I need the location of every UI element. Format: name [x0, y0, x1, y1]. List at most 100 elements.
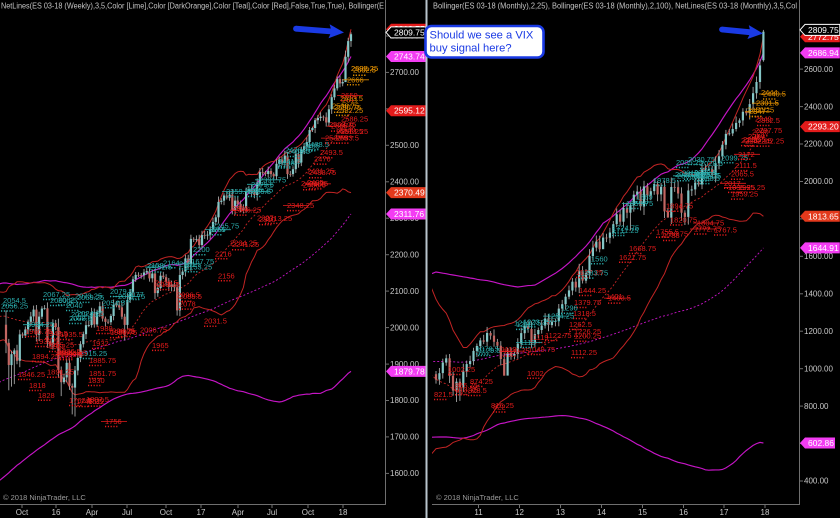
svg-text:2267: 2267 — [748, 132, 765, 141]
svg-text:2600.00: 2600.00 — [804, 65, 833, 74]
svg-text:800.00: 800.00 — [804, 402, 829, 411]
svg-text:16: 16 — [52, 508, 61, 517]
svg-text:1830: 1830 — [88, 376, 105, 385]
svg-text:Jul: Jul — [122, 508, 132, 517]
svg-text:2697.25: 2697.25 — [351, 64, 378, 73]
svg-text:400.00: 400.00 — [804, 477, 829, 486]
svg-text:2405.5: 2405.5 — [303, 180, 326, 189]
svg-text:2265.75: 2265.75 — [212, 221, 239, 230]
svg-text:1818: 1818 — [29, 381, 46, 390]
svg-text:1129.5: 1129.5 — [478, 346, 500, 355]
svg-text:2400.00: 2400.00 — [390, 178, 419, 187]
svg-text:1935.5: 1935.5 — [60, 330, 83, 339]
svg-text:17: 17 — [720, 508, 729, 517]
svg-text:2167.75: 2167.75 — [187, 257, 214, 266]
svg-text:2131.5: 2131.5 — [157, 280, 180, 289]
svg-text:2077: 2077 — [127, 290, 144, 299]
svg-text:1444.25: 1444.25 — [579, 286, 606, 295]
svg-text:2485: 2485 — [303, 141, 320, 150]
svg-text:NetLines(ES 03-18 (Weekly),3,5: NetLines(ES 03-18 (Weekly),3,5,Color [Li… — [1, 2, 384, 11]
svg-text:2350.25: 2350.25 — [747, 106, 774, 115]
svg-text:2438.75: 2438.75 — [309, 168, 336, 177]
svg-text:2595.12: 2595.12 — [394, 106, 425, 116]
svg-text:1999.75: 1999.75 — [110, 328, 137, 337]
svg-text:2692.5: 2692.5 — [353, 66, 376, 75]
svg-text:17: 17 — [197, 508, 206, 517]
svg-text:2307: 2307 — [257, 214, 274, 223]
svg-text:2366.25: 2366.25 — [246, 186, 273, 195]
svg-text:1200.25: 1200.25 — [574, 332, 601, 341]
svg-text:2073.25: 2073.25 — [75, 291, 102, 300]
svg-text:2476: 2476 — [314, 155, 331, 164]
svg-text:2099.75: 2099.75 — [721, 153, 748, 162]
svg-text:2031.5: 2031.5 — [204, 317, 227, 326]
svg-text:2040: 2040 — [66, 301, 83, 310]
svg-text:2549: 2549 — [339, 126, 356, 135]
svg-text:1767.5: 1767.5 — [714, 226, 737, 235]
svg-text:1711.25: 1711.25 — [612, 226, 639, 235]
svg-text:2242.25: 2242.25 — [745, 137, 772, 146]
svg-text:2441.5: 2441.5 — [278, 157, 301, 166]
svg-text:828.5: 828.5 — [468, 386, 487, 395]
svg-text:Oct: Oct — [160, 508, 173, 517]
svg-text:1112.25: 1112.25 — [571, 348, 597, 357]
svg-text:2582.25: 2582.25 — [336, 106, 363, 115]
svg-text:2686.94: 2686.94 — [808, 48, 839, 58]
svg-text:2024.25: 2024.25 — [77, 309, 104, 318]
svg-text:© 2018 NinjaTrader, LLC: © 2018 NinjaTrader, LLC — [436, 493, 519, 502]
svg-text:1989: 1989 — [96, 324, 113, 333]
svg-text:2809.75: 2809.75 — [394, 27, 425, 37]
svg-text:1318.5: 1318.5 — [573, 309, 596, 318]
svg-text:2065.5: 2065.5 — [731, 170, 754, 179]
svg-text:18: 18 — [339, 508, 348, 517]
svg-text:2078: 2078 — [179, 300, 196, 309]
svg-text:2100.00: 2100.00 — [390, 287, 419, 296]
svg-text:2156: 2156 — [218, 271, 235, 280]
svg-text:1889: 1889 — [636, 193, 653, 202]
svg-text:2005.25: 2005.25 — [676, 158, 703, 167]
svg-text:1965: 1965 — [152, 341, 169, 350]
svg-text:1755.5: 1755.5 — [656, 228, 679, 237]
svg-text:11: 11 — [474, 508, 483, 517]
svg-text:2060.25: 2060.25 — [50, 296, 77, 305]
svg-text:1851.75: 1851.75 — [89, 369, 116, 378]
svg-text:2216: 2216 — [215, 249, 232, 258]
svg-text:816.25: 816.25 — [491, 401, 514, 410]
svg-text:2008.5: 2008.5 — [69, 314, 92, 323]
svg-text:2405: 2405 — [307, 178, 324, 187]
svg-text:1213.75: 1213.75 — [514, 318, 541, 327]
svg-text:2236.5: 2236.5 — [743, 135, 766, 144]
svg-text:2158: 2158 — [147, 261, 164, 270]
svg-text:1002.25: 1002.25 — [448, 365, 475, 374]
svg-text:1113: 1113 — [501, 345, 517, 354]
svg-text:1078.5: 1078.5 — [476, 345, 499, 354]
svg-text:2000.00: 2000.00 — [390, 323, 419, 332]
svg-text:2613.5: 2613.5 — [340, 94, 363, 103]
svg-text:2488.5: 2488.5 — [306, 140, 329, 149]
svg-text:913.75: 913.75 — [455, 385, 478, 394]
svg-text:2002.25: 2002.25 — [694, 172, 721, 181]
svg-text:2200.00: 2200.00 — [390, 250, 419, 259]
svg-text:13: 13 — [556, 508, 565, 517]
svg-text:2234.25: 2234.25 — [230, 239, 257, 248]
svg-text:2743.74: 2743.74 — [394, 52, 425, 62]
svg-text:2293.20: 2293.20 — [808, 122, 839, 132]
svg-text:2004.5: 2004.5 — [697, 171, 720, 180]
svg-text:15: 15 — [638, 508, 647, 517]
svg-text:1995.25: 1995.25 — [738, 183, 765, 192]
svg-text:2551.25: 2551.25 — [336, 127, 363, 136]
svg-text:2297.75: 2297.75 — [755, 126, 782, 135]
svg-text:1959.25: 1959.25 — [731, 190, 758, 199]
svg-text:14: 14 — [597, 508, 606, 517]
svg-text:2700.00: 2700.00 — [390, 68, 419, 77]
svg-text:2062: 2062 — [58, 296, 75, 305]
svg-text:1296: 1296 — [561, 304, 578, 313]
svg-text:2011.25: 2011.25 — [675, 170, 702, 179]
svg-text:1400.00: 1400.00 — [804, 290, 833, 299]
svg-text:1724.75: 1724.75 — [612, 224, 639, 233]
svg-text:1483.75: 1483.75 — [581, 269, 608, 278]
svg-text:2586.25: 2586.25 — [341, 114, 368, 123]
svg-text:1966.75: 1966.75 — [25, 327, 52, 336]
svg-text:© 2018 NinjaTrader, LLC: © 2018 NinjaTrader, LLC — [3, 493, 86, 502]
svg-text:855.75: 855.75 — [455, 381, 478, 390]
